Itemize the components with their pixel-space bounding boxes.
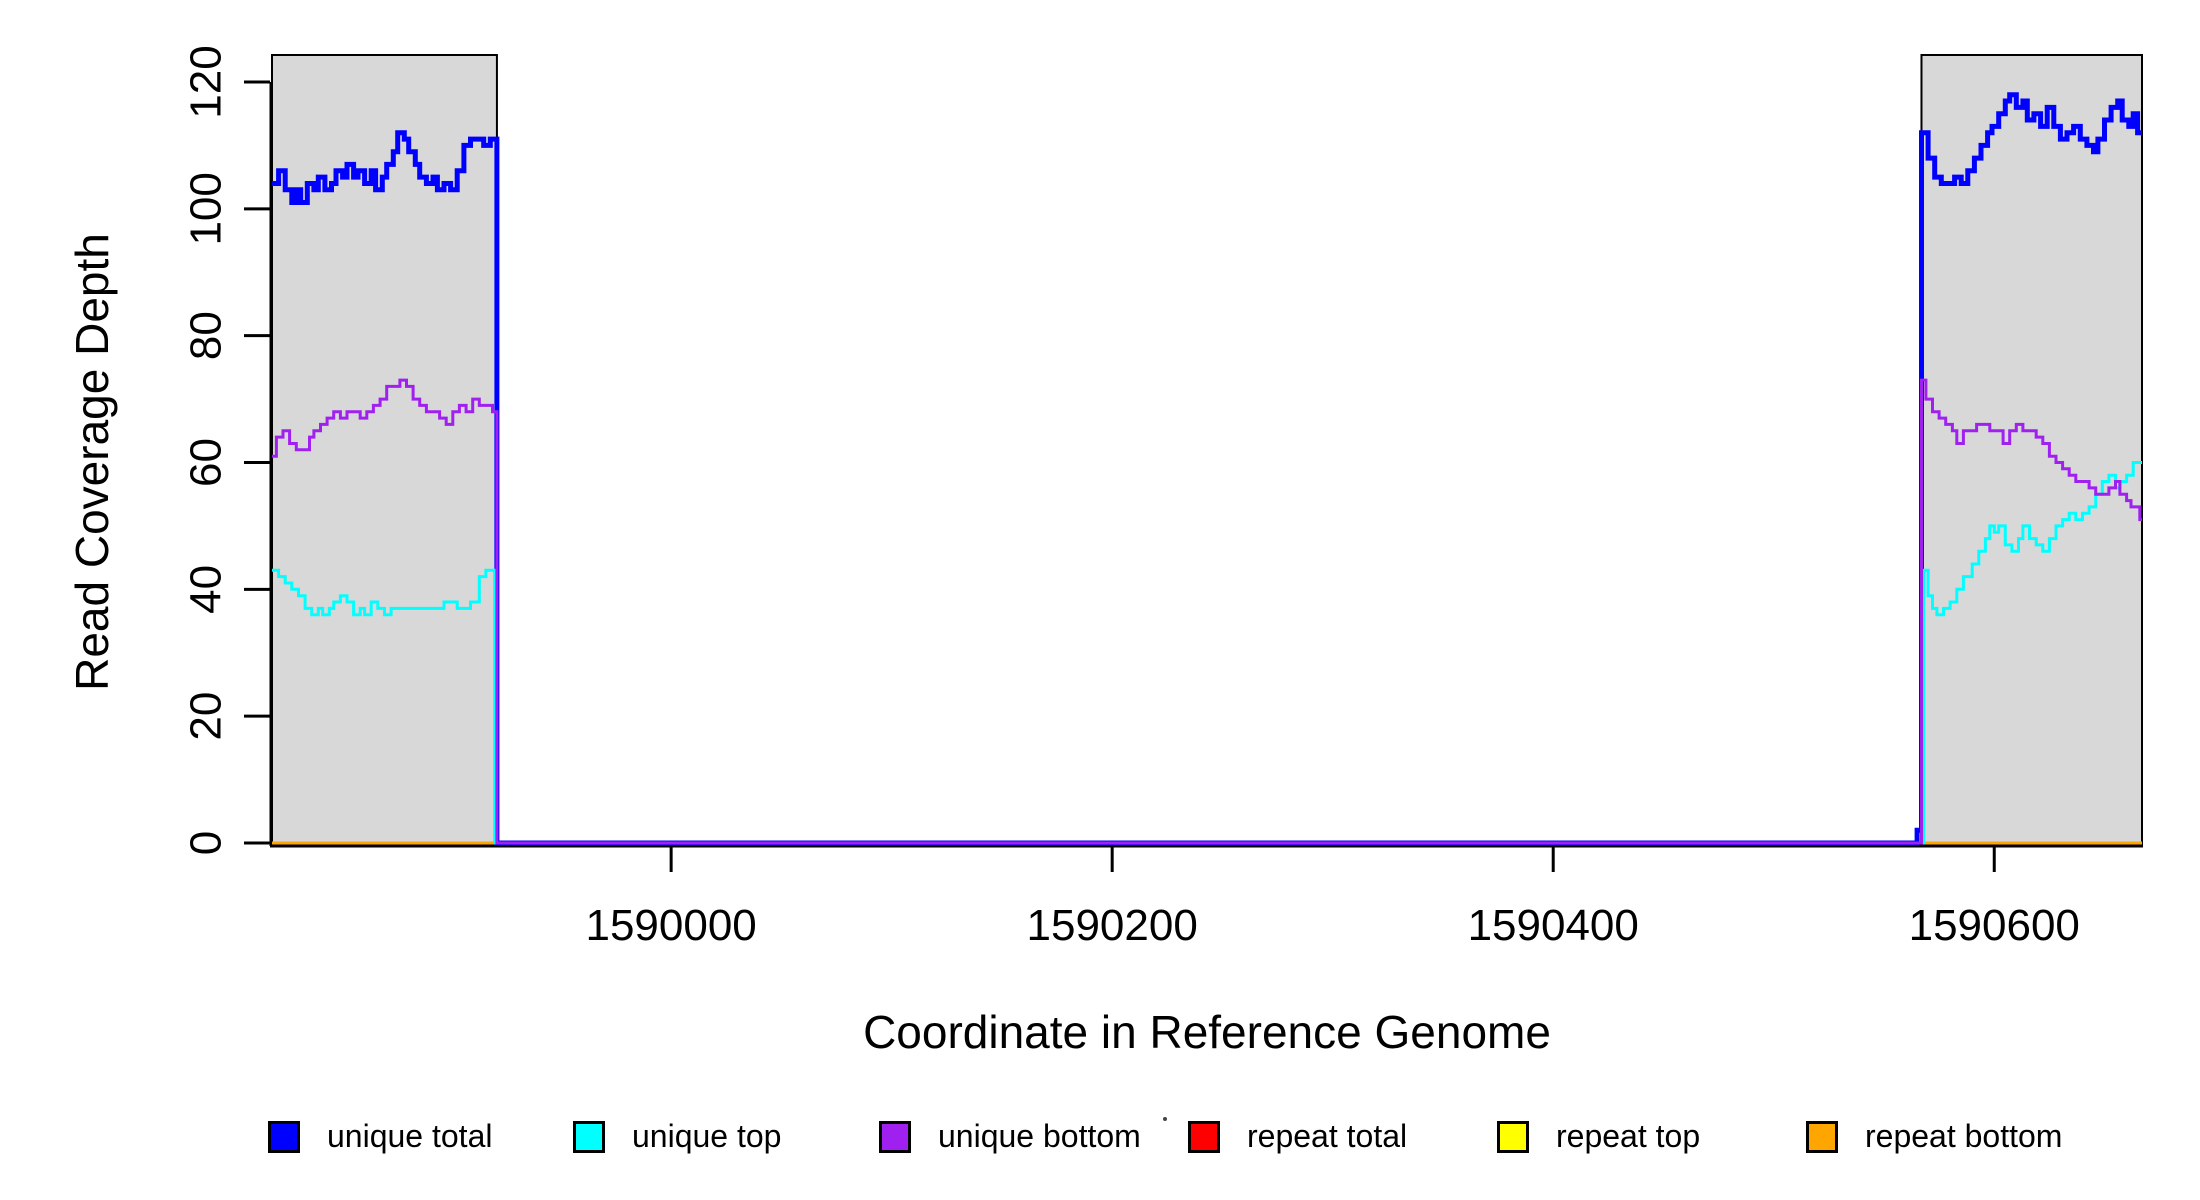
y-tick-label: 20 bbox=[181, 692, 230, 741]
x-tick-label: 1590200 bbox=[1027, 901, 1198, 950]
series-unique-top bbox=[272, 461, 2142, 845]
y-axis-title: Read Coverage Depth bbox=[66, 233, 118, 691]
y-tick-label: 120 bbox=[181, 45, 230, 118]
y-tick-label: 0 bbox=[181, 831, 230, 855]
y-tick-label: 80 bbox=[181, 311, 230, 360]
y-tick-label: 100 bbox=[181, 172, 230, 245]
series-unique-total bbox=[272, 92, 2142, 846]
y-tick-label: 60 bbox=[181, 438, 230, 487]
x-axis-title: Coordinate in Reference Genome bbox=[863, 1006, 1551, 1058]
x-tick-label: 1590600 bbox=[1909, 901, 2080, 950]
y-tick-label: 40 bbox=[181, 565, 230, 614]
x-tick-label: 1590400 bbox=[1468, 901, 1639, 950]
x-tick-label: 1590000 bbox=[585, 901, 756, 950]
stray-dot-artifact bbox=[1163, 1117, 1167, 1121]
series-unique-bottom bbox=[272, 378, 2142, 845]
repeat-region-shade-2 bbox=[1920, 54, 2143, 845]
